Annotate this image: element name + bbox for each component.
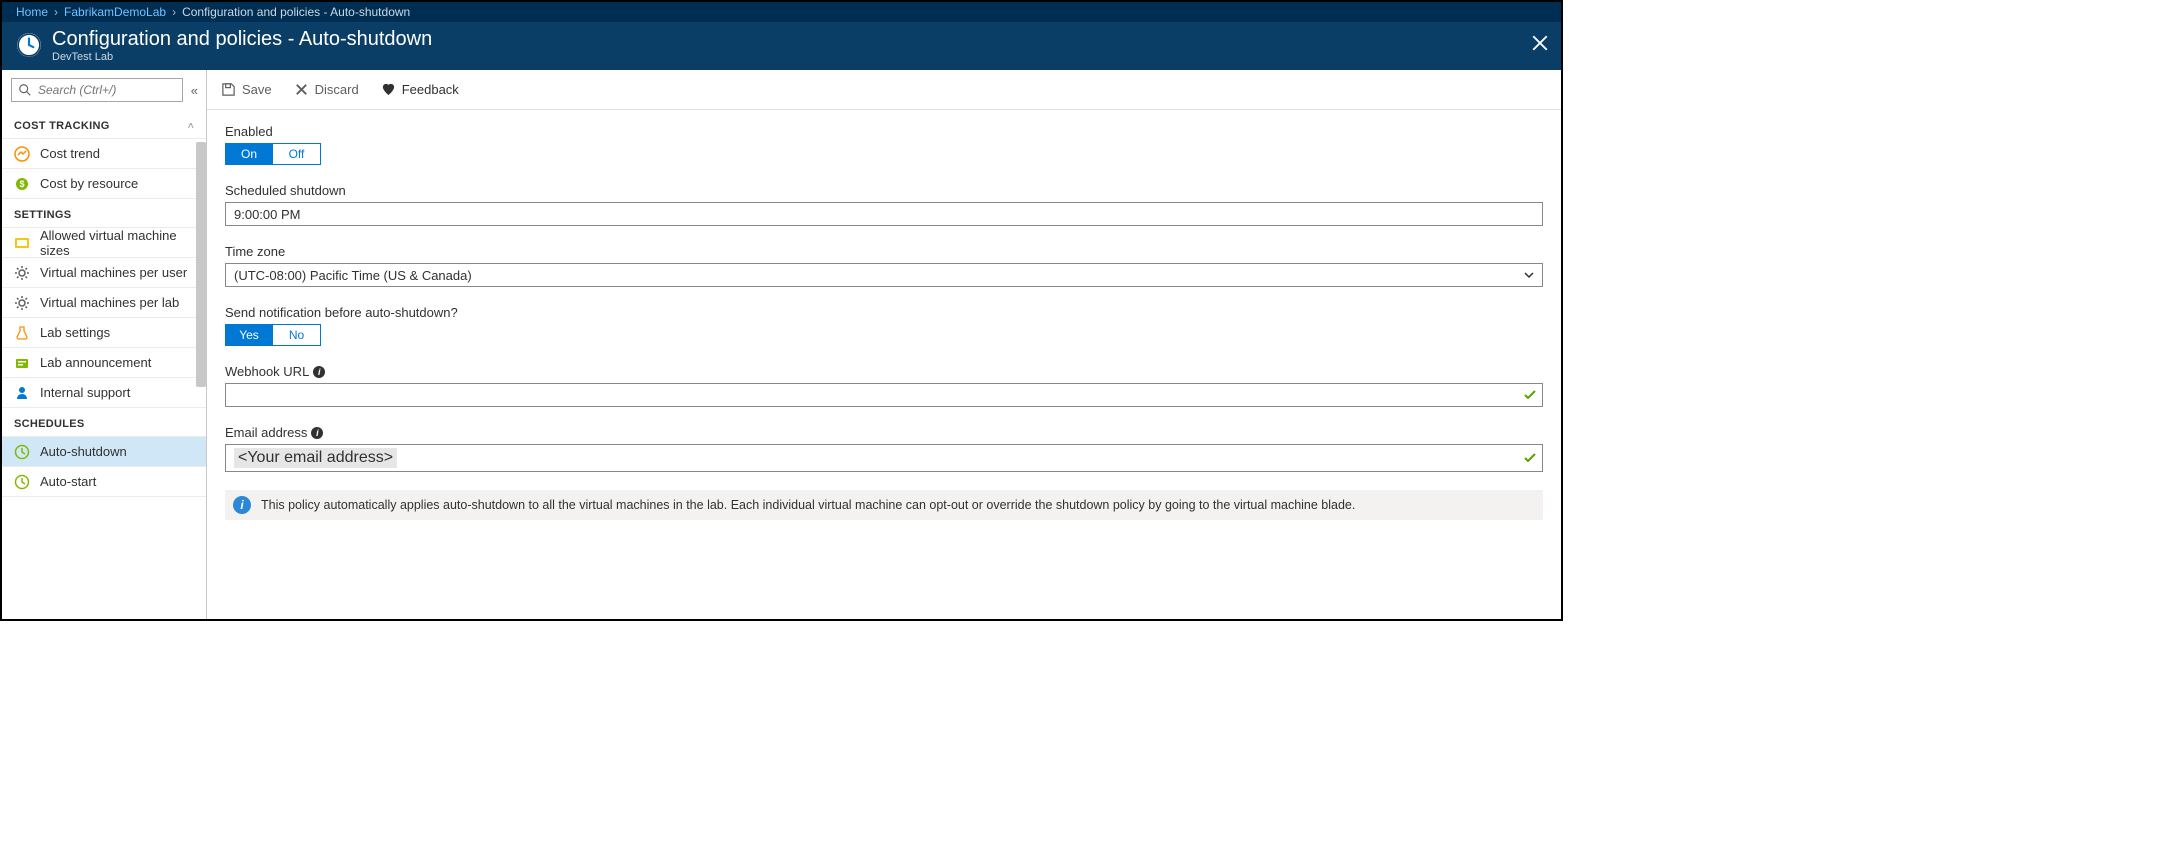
timezone-label: Time zone: [225, 244, 1543, 259]
toolbar: Save Discard Feedback: [207, 70, 1561, 110]
enabled-off-button[interactable]: Off: [273, 143, 321, 165]
sidebar-item-allowed-vm-sizes[interactable]: Allowed virtual machine sizes: [2, 228, 206, 258]
webhook-input[interactable]: [225, 383, 1543, 407]
email-label: Email address i: [225, 425, 1543, 440]
sidebar-item-cost-by-resource[interactable]: $ Cost by resource: [2, 169, 206, 199]
cost-resource-icon: $: [14, 176, 30, 192]
notification-toggle: Yes No: [225, 324, 1543, 346]
email-input[interactable]: <Your email address>: [225, 444, 1543, 472]
sidebar-item-cost-trend[interactable]: Cost trend: [2, 139, 206, 169]
announcement-icon: [14, 355, 30, 371]
sidebar-item-label: Internal support: [40, 385, 130, 400]
breadcrumb-current: Configuration and policies - Auto-shutdo…: [182, 5, 410, 19]
info-icon[interactable]: i: [313, 366, 325, 378]
breadcrumb-lab[interactable]: FabrikamDemoLab: [64, 5, 166, 19]
gear-icon: [14, 265, 30, 281]
enabled-on-button[interactable]: On: [225, 143, 273, 165]
vm-sizes-icon: [14, 235, 30, 251]
sidebar-item-label: Lab settings: [40, 325, 110, 340]
sidebar-item-label: Cost trend: [40, 146, 100, 161]
gear-icon: [14, 295, 30, 311]
timezone-select[interactable]: [225, 263, 1543, 287]
sidebar-item-label: Allowed virtual machine sizes: [40, 228, 194, 258]
page-subtitle: DevTest Lab: [52, 51, 432, 63]
sidebar-item-vm-per-lab[interactable]: Virtual machines per lab: [2, 288, 206, 318]
sidebar-item-label: Cost by resource: [40, 176, 138, 191]
section-header-settings: SETTINGS: [2, 199, 206, 228]
notify-no-button[interactable]: No: [273, 324, 321, 346]
sidebar-item-label: Auto-shutdown: [40, 444, 127, 459]
cost-trend-icon: [14, 146, 30, 162]
info-icon: i: [233, 496, 251, 514]
breadcrumb-separator: ›: [54, 5, 58, 19]
clock-icon: [14, 474, 30, 490]
notify-yes-button[interactable]: Yes: [225, 324, 273, 346]
sidebar-item-label: Virtual machines per user: [40, 265, 187, 280]
breadcrumb: Home › FabrikamDemoLab › Configuration a…: [2, 2, 1561, 22]
close-icon[interactable]: [1531, 34, 1549, 52]
sidebar-item-auto-shutdown[interactable]: Auto-shutdown: [2, 437, 206, 467]
info-text: This policy automatically applies auto-s…: [261, 498, 1355, 512]
clock-icon: [16, 32, 42, 58]
sidebar: « COST TRACKING ˄ Cost trend $ Cost by r…: [2, 70, 207, 619]
sidebar-item-label: Lab announcement: [40, 355, 151, 370]
enabled-toggle: On Off: [225, 143, 1543, 165]
breadcrumb-separator: ›: [172, 5, 176, 19]
chevron-up-icon: ˄: [188, 121, 194, 132]
sidebar-item-label: Auto-start: [40, 474, 96, 489]
search-icon: [18, 83, 32, 97]
section-header-cost-tracking: COST TRACKING ˄: [2, 110, 206, 139]
main-content: Save Discard Feedback Enabled On Off: [207, 70, 1561, 619]
info-icon[interactable]: i: [311, 427, 323, 439]
notification-label: Send notification before auto-shutdown?: [225, 305, 1543, 320]
clock-icon: [14, 444, 30, 460]
discard-icon: [294, 82, 309, 97]
enabled-label: Enabled: [225, 124, 1543, 139]
blade-header: Configuration and policies - Auto-shutdo…: [2, 22, 1561, 70]
save-icon: [221, 82, 236, 97]
scrollbar-thumb[interactable]: [196, 142, 206, 387]
info-banner: i This policy automatically applies auto…: [225, 490, 1543, 520]
scheduled-shutdown-label: Scheduled shutdown: [225, 183, 1543, 198]
sidebar-item-label: Virtual machines per lab: [40, 295, 179, 310]
svg-text:$: $: [19, 179, 24, 189]
form-area: Enabled On Off Scheduled shutdown Time z…: [207, 110, 1561, 619]
support-icon: [14, 385, 30, 401]
sidebar-item-auto-start[interactable]: Auto-start: [2, 467, 206, 497]
search-input[interactable]: [38, 83, 176, 97]
collapse-sidebar-icon[interactable]: «: [191, 83, 198, 98]
lab-settings-icon: [14, 325, 30, 341]
feedback-button[interactable]: Feedback: [381, 82, 459, 97]
sidebar-item-vm-per-user[interactable]: Virtual machines per user: [2, 258, 206, 288]
scheduled-shutdown-input[interactable]: [225, 202, 1543, 226]
sidebar-item-lab-announcement[interactable]: Lab announcement: [2, 348, 206, 378]
page-title: Configuration and policies - Auto-shutdo…: [52, 28, 432, 50]
section-header-schedules: SCHEDULES: [2, 408, 206, 437]
sidebar-scroll[interactable]: COST TRACKING ˄ Cost trend $ Cost by res…: [2, 110, 206, 619]
save-button[interactable]: Save: [221, 82, 272, 97]
heart-icon: [381, 82, 396, 97]
search-box[interactable]: [11, 78, 183, 102]
sidebar-item-internal-support[interactable]: Internal support: [2, 378, 206, 408]
breadcrumb-home[interactable]: Home: [16, 5, 48, 19]
webhook-label: Webhook URL i: [225, 364, 1543, 379]
discard-button[interactable]: Discard: [294, 82, 359, 97]
sidebar-item-lab-settings[interactable]: Lab settings: [2, 318, 206, 348]
